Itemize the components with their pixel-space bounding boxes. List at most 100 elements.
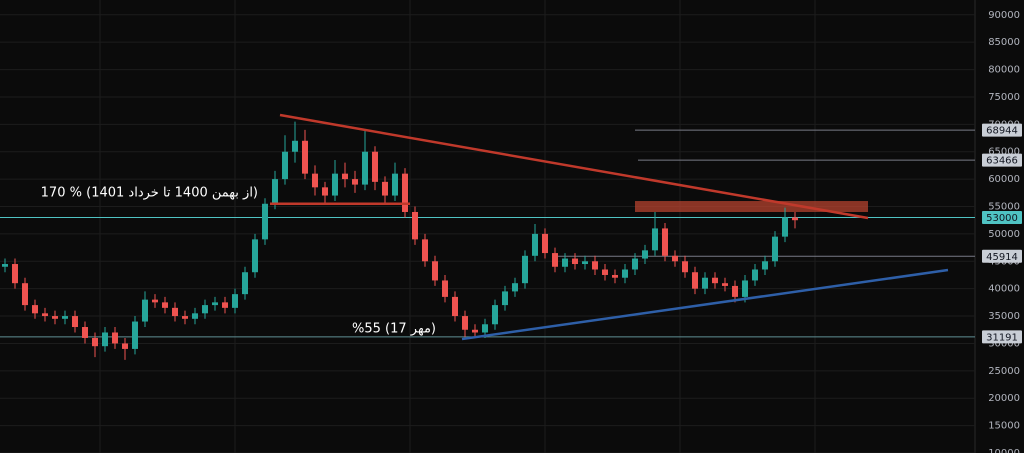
candle-body [692, 272, 698, 289]
candle-body [292, 140, 298, 152]
y-tick-label: 20000 [988, 393, 1020, 404]
candle-body [752, 269, 758, 281]
price-label: 63466 [986, 156, 1018, 167]
candle-body [492, 305, 498, 325]
candle-body [622, 269, 628, 278]
candle-body [312, 173, 318, 188]
candle-body [362, 151, 368, 185]
candle-body [212, 302, 218, 306]
candle-body [42, 313, 48, 317]
candle-body [522, 255, 528, 284]
candle-body [762, 261, 768, 270]
candle-body [612, 274, 618, 278]
y-tick-label: 80000 [988, 65, 1020, 76]
candle-body [512, 283, 518, 292]
candle-body [102, 332, 108, 347]
candle-body [382, 181, 388, 196]
candle-body [742, 280, 748, 297]
candle-body [672, 255, 678, 262]
y-tick-label: 85000 [988, 37, 1020, 48]
candle-body [242, 272, 248, 295]
candle-body [82, 327, 88, 338]
price-label: 31191 [986, 332, 1018, 343]
candle-body [502, 291, 508, 306]
price-label: 45914 [986, 252, 1018, 263]
y-tick-label: 15000 [988, 421, 1020, 432]
candle-body [322, 187, 328, 196]
annotation: (از بهمن 1400 تا خرداد 1401) % 170 [41, 186, 258, 201]
candle-body [232, 294, 238, 308]
y-tick-label: 30000 [988, 338, 1020, 349]
candle-body [462, 316, 468, 330]
price-label-box [982, 153, 1022, 167]
y-tick-label: 40000 [988, 284, 1020, 295]
candle-body [392, 173, 398, 196]
candle-body [562, 258, 568, 267]
price-label: 68944 [986, 126, 1018, 137]
candle-body [482, 324, 488, 333]
candle-body [62, 316, 68, 319]
candle-body [32, 305, 38, 314]
candle-body [12, 264, 18, 284]
candle-body [162, 302, 168, 308]
candle-body [152, 299, 158, 303]
candle-body [412, 211, 418, 240]
time-grid [99, 0, 816, 453]
candle-body [442, 280, 448, 297]
candle-body [782, 217, 788, 237]
candle-body [702, 277, 708, 289]
candle-body [252, 239, 258, 273]
candle-body [632, 258, 638, 270]
y-tick-label: 25000 [988, 366, 1020, 377]
candle-body [172, 307, 178, 317]
candle-body [342, 173, 348, 180]
candle-body [302, 140, 308, 174]
candle-body [542, 233, 548, 254]
candle-body [572, 258, 578, 265]
candle-body [112, 332, 118, 344]
candle-body [592, 261, 598, 270]
candle-body [662, 228, 668, 256]
candle-body [732, 285, 738, 297]
y-tick-label: 75000 [988, 92, 1020, 103]
candle-body [712, 277, 718, 284]
candle-body [202, 305, 208, 314]
price-label-box [982, 249, 1022, 263]
candle-body [722, 283, 728, 286]
y-tick-label: 35000 [988, 311, 1020, 322]
candle-body [402, 173, 408, 212]
y-tick-label: 10000 [988, 448, 1020, 453]
candle-body [652, 228, 658, 251]
candle-body [262, 203, 268, 240]
price-label-box [982, 123, 1022, 137]
candle-body [142, 299, 148, 322]
y-tick-label: 50000 [988, 229, 1020, 240]
trendline [461, 268, 949, 341]
candle-body [272, 179, 278, 204]
candle-body [792, 217, 798, 221]
candle-body [192, 313, 198, 319]
annotation: (مهر 17) 55% [352, 322, 436, 337]
trendline [279, 113, 869, 220]
price-label-box [982, 210, 1022, 224]
candle-body [182, 316, 188, 319]
candle-body [22, 283, 28, 306]
price-label: 53000 [986, 213, 1018, 224]
candle-body [602, 269, 608, 275]
y-tick-label: 60000 [988, 174, 1020, 185]
candle-body [422, 239, 428, 262]
candle-body [282, 151, 288, 180]
y-tick-label: 55000 [988, 202, 1020, 213]
candle-body [122, 343, 128, 349]
y-tick-label: 65000 [988, 147, 1020, 158]
candle-body [2, 264, 8, 267]
y-tick-label: 90000 [988, 10, 1020, 21]
candle-body [92, 337, 98, 347]
candle-body [372, 151, 378, 182]
candle-body [772, 236, 778, 262]
resistance-zone [635, 201, 868, 212]
candle-body [582, 261, 588, 265]
